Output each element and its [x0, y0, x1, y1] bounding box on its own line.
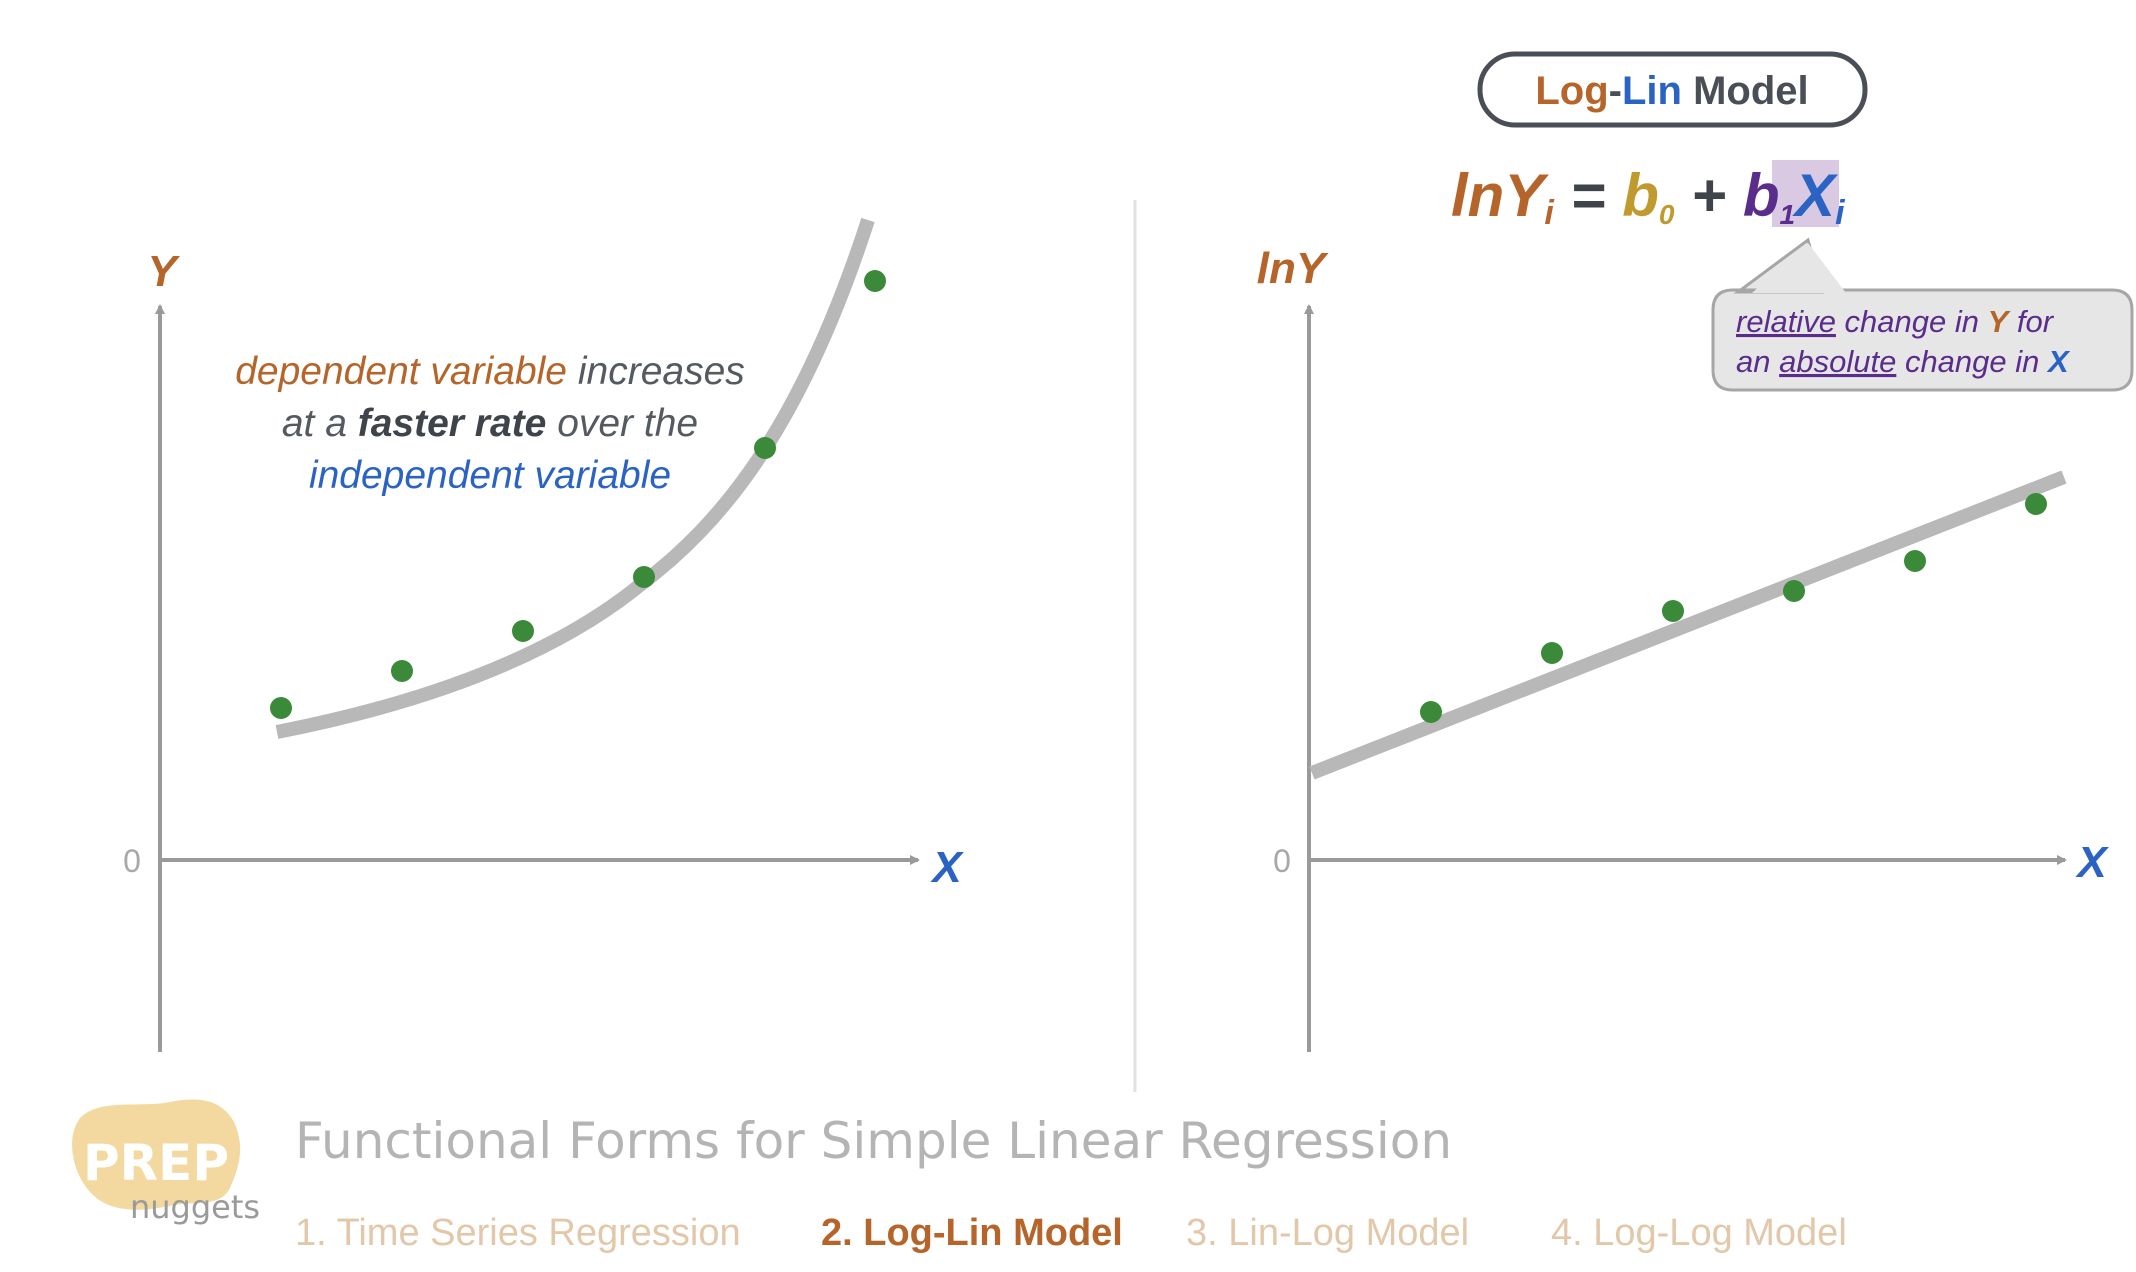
data-point	[2025, 493, 2047, 515]
left-chart: Y X 0 dependent variable increases at a …	[123, 217, 964, 1052]
curve-annotation: dependent variable increases at a faster…	[235, 350, 745, 497]
data-point	[1541, 642, 1563, 664]
logo-nuggets: nuggets	[130, 1188, 260, 1226]
callout-for: for	[2008, 304, 2054, 339]
logo-blob	[72, 1099, 241, 1210]
badge-dash: -	[1609, 69, 1622, 113]
badge-lin: Lin	[1622, 69, 1682, 113]
right-chart: lnY X 0	[1257, 244, 2109, 1052]
right-zero-label: 0	[1273, 843, 1291, 879]
eq-b0: b	[1622, 162, 1659, 229]
footer-title: Functional Forms for Simple Linear Regre…	[295, 1112, 1452, 1170]
callout-pointer-fill	[1752, 243, 1846, 293]
eq-lny: lnY	[1451, 162, 1549, 229]
annotation-over-the: over the	[546, 402, 698, 445]
eq-x: X	[1792, 162, 1839, 229]
nav-item-log-lin[interactable]: 2. Log-Lin Model	[821, 1212, 1123, 1254]
data-point	[864, 270, 886, 292]
data-point	[633, 566, 655, 588]
annotation-increases: increases	[567, 350, 745, 393]
annotation-faster-rate: faster rate	[358, 402, 547, 445]
model-badge-text: Log-Lin Model	[1535, 69, 1808, 113]
annotation-line-3: independent variable	[309, 454, 671, 497]
eq-b0-sub: 0	[1659, 199, 1675, 230]
badge-log: Log	[1535, 69, 1608, 113]
callout-change-in-2: change in	[1896, 344, 2048, 379]
regression-equation: lnYi = b0 + b1Xi	[1451, 160, 1846, 232]
eq-lny-sub: i	[1544, 194, 1555, 232]
regression-line	[1309, 470, 2067, 780]
model-badge-frame	[1477, 51, 1868, 128]
data-point	[1420, 701, 1442, 723]
callout-line-2: an absolute change in X	[1736, 344, 2071, 379]
data-point	[1904, 550, 1926, 572]
left-x-label: X	[929, 843, 964, 892]
annotation-at-a: at a	[282, 402, 358, 445]
badge-model: Model	[1682, 69, 1809, 113]
eq-b1-sub: 1	[1779, 199, 1795, 230]
callout-an: an	[1736, 344, 1779, 379]
footer: PREP nuggets Functional Forms for Simple…	[72, 1099, 1847, 1254]
interpretation-callout: relative change in Y for an absolute cha…	[1711, 237, 2134, 392]
footer-nav: 1. Time Series Regression 2. Log-Lin Mod…	[295, 1212, 1847, 1254]
callout-absolute: absolute	[1779, 344, 1896, 379]
right-x-label: X	[2074, 838, 2109, 887]
nav-item-lin-log[interactable]: 3. Lin-Log Model	[1186, 1212, 1469, 1254]
annotation-dependent: dependent variable	[235, 350, 567, 393]
annotation-line-1: dependent variable increases	[235, 350, 745, 393]
data-point	[754, 437, 776, 459]
prep-nuggets-logo: PREP nuggets	[72, 1099, 260, 1226]
data-point	[391, 660, 413, 682]
right-y-label: lnY	[1257, 244, 1329, 293]
left-zero-label: 0	[123, 843, 141, 879]
callout-change-in: change in	[1836, 304, 1988, 339]
nav-item-time-series[interactable]: 1. Time Series Regression	[295, 1212, 741, 1254]
equation-text: lnYi = b0 + b1Xi	[1451, 162, 1846, 232]
eq-plus: +	[1674, 162, 1742, 229]
model-badge: Log-Lin Model	[1477, 51, 1868, 128]
callout-y: Y	[1988, 304, 2012, 339]
callout-x: X	[2046, 344, 2071, 379]
data-point	[512, 620, 534, 642]
b1-highlight	[1772, 160, 1839, 227]
annotation-line-2: at a faster rate over the	[282, 402, 698, 445]
logo-prep: PREP	[83, 1134, 229, 1192]
data-point	[1783, 580, 1805, 602]
eq-b1: b	[1743, 162, 1780, 229]
data-point	[270, 697, 292, 719]
callout-relative: relative	[1736, 304, 1836, 339]
data-point	[1662, 600, 1684, 622]
nav-item-log-log[interactable]: 4. Log-Log Model	[1551, 1212, 1847, 1254]
eq-equals: =	[1554, 162, 1622, 229]
eq-x-sub: i	[1835, 194, 1846, 232]
left-y-label: Y	[147, 247, 180, 296]
callout-line-1: relative change in Y for	[1736, 304, 2055, 339]
